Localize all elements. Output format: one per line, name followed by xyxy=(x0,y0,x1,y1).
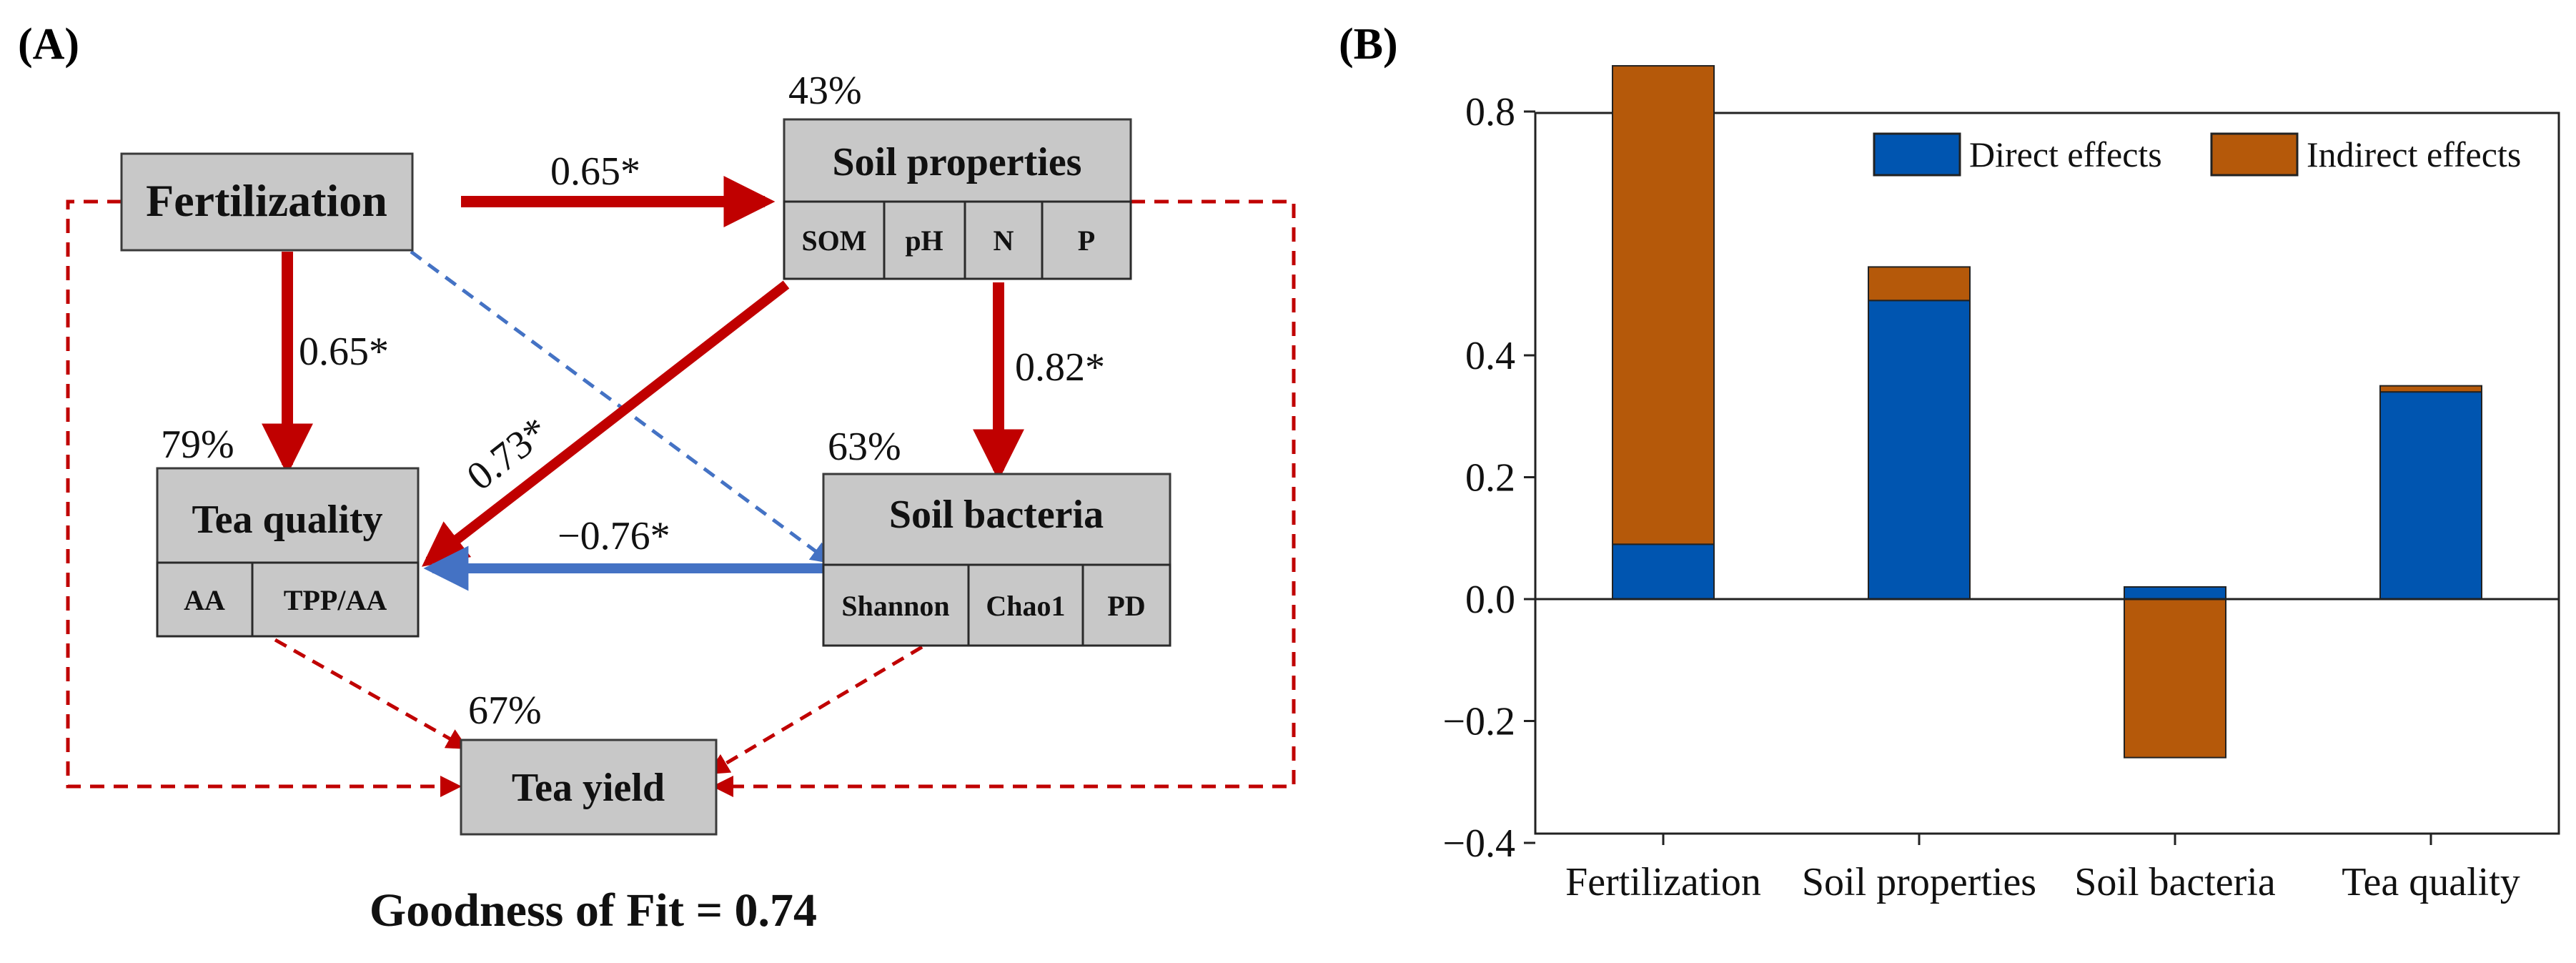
y-tick-label: −0.2 xyxy=(1442,700,1515,744)
path-teaquality-to-tea-yield xyxy=(274,638,469,749)
coef-fertilization-soil-properties: 0.65* xyxy=(550,149,640,194)
node-tea-quality: 79% Tea quality AA TPP/AA xyxy=(156,423,420,638)
tea-quality-sub-tpp-aa: TPP/AA xyxy=(284,584,387,616)
path-soilprop-to-tea-quality xyxy=(422,280,790,567)
legend-label-direct: Direct effects xyxy=(1969,134,2162,174)
soil-properties-sub-som: SOM xyxy=(801,224,866,257)
goodness-of-fit: Goodness of Fit = 0.74 xyxy=(370,884,817,937)
coef-soilprop-soil-bacteria: 0.82* xyxy=(1015,345,1105,390)
y-axis-ticks: −0.4 −0.2 0.0 0.2 0.4 0.8 xyxy=(1442,90,1535,866)
legend: Direct effects Indirect effects xyxy=(1873,132,2521,177)
soil-properties-sub-n: N xyxy=(994,224,1014,257)
significant-paths xyxy=(262,176,1024,591)
bar-soil-properties-indirect xyxy=(1868,266,1971,302)
x-tick-label-soil-properties: Soil properties xyxy=(1802,860,2036,904)
r2-tea-quality: 79% xyxy=(161,423,234,467)
panel-a-label: (A) xyxy=(18,20,79,69)
path-soilprop-to-tea-yield xyxy=(712,199,1296,797)
coef-soilprop-tea-quality: 0.73* xyxy=(459,409,557,499)
bar-fertilization-direct xyxy=(1612,543,1715,601)
node-soil-properties-title: Soil properties xyxy=(833,140,1082,184)
legend-swatch-indirect xyxy=(2210,132,2299,177)
soil-bacteria-sub-shannon: Shannon xyxy=(841,590,949,622)
node-soil-bacteria: 63% Soil bacteria Shannon Chao1 PD xyxy=(822,425,1171,647)
r2-soil-bacteria: 63% xyxy=(828,425,901,469)
x-tick-label-tea-quality: Tea quality xyxy=(2342,860,2520,904)
x-tick-label-soil-bacteria: Soil bacteria xyxy=(2074,860,2276,904)
plot-frame xyxy=(1534,112,2560,835)
coef-bacteria-tea-quality: −0.76* xyxy=(558,514,670,558)
node-soil-bacteria-title: Soil bacteria xyxy=(889,493,1104,537)
y-tick-label: 0.0 xyxy=(1465,578,1515,622)
path-bacteria-to-tea-yield xyxy=(707,645,923,775)
r2-tea-yield: 67% xyxy=(468,688,542,733)
node-fertilization: Fertilization xyxy=(120,152,414,252)
y-tick-label: −0.4 xyxy=(1442,821,1515,866)
node-tea-yield: 67% Tea yield xyxy=(460,688,718,836)
node-tea-yield-title: Tea yield xyxy=(512,766,665,810)
panel-b-label: (B) xyxy=(1339,20,1398,69)
x-axis-ticks: Fertilization Soil properties Soil bacteri… xyxy=(1565,834,2520,904)
bar-tea-quality-direct xyxy=(2379,391,2482,601)
y-tick-label: 0.8 xyxy=(1465,90,1515,134)
panel-a: (A) 0.65* 0.65* 0.82* 0.73* −0.76* Ferti… xyxy=(18,20,1296,937)
coef-fertilization-tea-quality: 0.65* xyxy=(299,330,389,374)
r2-soil-properties: 43% xyxy=(788,69,862,113)
bars-layer xyxy=(1612,65,2482,759)
y-tick-label: 0.2 xyxy=(1465,456,1515,500)
soil-properties-sub-p: P xyxy=(1078,224,1095,257)
bar-soil-bacteria-indirect xyxy=(2124,598,2226,759)
y-tick-label: 0.4 xyxy=(1465,334,1515,378)
x-tick-label-fertilization: Fertilization xyxy=(1565,860,1761,904)
path-fertilization-to-tea-yield xyxy=(66,199,462,797)
bar-tea-quality-indirect xyxy=(2379,385,2482,393)
soil-bacteria-sub-pd: PD xyxy=(1107,590,1145,622)
path-fertilization-to-soil-bacteria xyxy=(410,250,833,564)
bar-fertilization-indirect xyxy=(1612,65,1715,545)
legend-swatch-direct xyxy=(1873,132,1961,177)
node-soil-properties: 43% Soil properties SOM pH N P xyxy=(783,69,1132,280)
bar-soil-properties-direct xyxy=(1868,300,1971,600)
soil-properties-sub-ph: pH xyxy=(905,224,943,257)
tea-quality-sub-aa: AA xyxy=(184,584,225,616)
legend-label-indirect: Indirect effects xyxy=(2307,134,2521,174)
bar-soil-bacteria-direct xyxy=(2124,586,2226,601)
soil-bacteria-sub-chao1: Chao1 xyxy=(986,590,1065,622)
nonsignificant-paths xyxy=(66,199,1296,797)
node-tea-quality-title: Tea quality xyxy=(192,498,382,542)
node-fertilization-title: Fertilization xyxy=(146,175,387,226)
panel-b: (B) −0.4 −0.2 0.0 0.2 0.4 0.8 Fertilization So… xyxy=(1339,20,2560,904)
